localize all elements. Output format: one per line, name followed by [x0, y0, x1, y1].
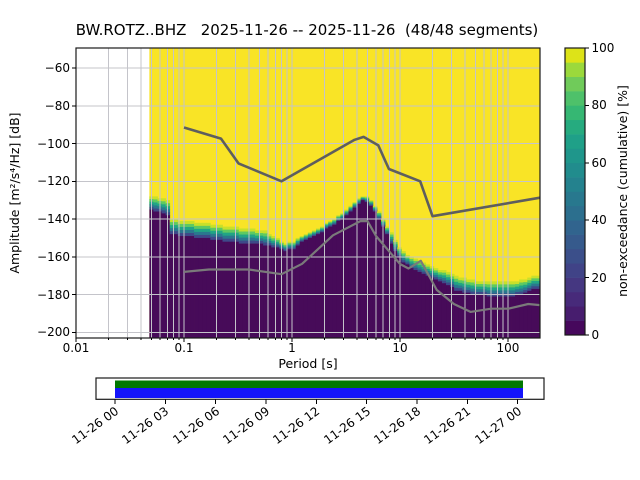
colorbar-tick-label: 60 [591, 155, 607, 170]
axes-frame [72, 47, 541, 342]
nhnm-noise-model-line [183, 126, 541, 218]
plot-title: BW.ROTZ..BHZ 2025-11-26 -- 2025-11-26 (4… [75, 21, 539, 39]
x-tick-label: 1 [288, 341, 296, 355]
y-tick-label: −200 [37, 325, 70, 340]
y-tick-label: −60 [44, 61, 70, 75]
colorbar-tick-label: 100 [591, 41, 615, 55]
colorbar-tick-label: 20 [591, 270, 607, 285]
grid-lines [76, 48, 540, 338]
colorbar-tick-label: 80 [591, 98, 607, 113]
x-tick-label: 10 [392, 341, 408, 355]
colorbar [564, 47, 589, 336]
y-tick-label: −100 [37, 136, 70, 151]
nlnm-noise-model-line [183, 220, 541, 313]
colorbar-label: non-exceedance (cumulative) [%] [615, 85, 630, 297]
x-tick-label: 0.01 [62, 341, 90, 355]
y-tick-label: −160 [37, 249, 70, 264]
x-tick-label: 100 [496, 341, 520, 355]
colorbar-tick-label: 40 [591, 213, 607, 228]
y-tick-label: −140 [37, 212, 70, 227]
x-axis-label: Period [s] [278, 356, 338, 371]
y-tick-label: −120 [37, 174, 70, 189]
colorbar-tick-label: 0 [591, 328, 600, 342]
y-tick-label: −80 [44, 98, 70, 113]
y-tick-label: −180 [37, 287, 70, 302]
x-tick-label: 0.1 [174, 341, 194, 355]
coverage-timeline [95, 377, 545, 404]
